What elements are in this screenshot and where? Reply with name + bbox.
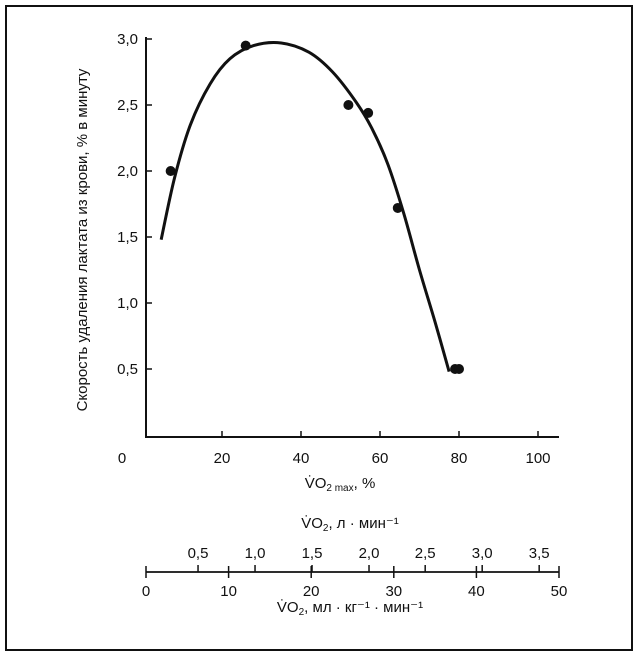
x-tick-label: 0 — [118, 450, 126, 467]
l-min-tick-label: 0,5 — [188, 545, 209, 562]
l-min-tick-label: 3,5 — [529, 545, 550, 562]
y-tick-label: 3,0 — [117, 31, 138, 48]
x-tick-label: 40 — [293, 450, 310, 467]
l-min-tick-label: 1,5 — [302, 545, 323, 562]
x-tick-label: 20 — [214, 450, 231, 467]
ml-kg-min-tick-label: 0 — [142, 583, 150, 600]
l-min-tick-label: 2,0 — [359, 545, 380, 562]
y-axis-label: Скорость удаления лактата из крови, % в … — [74, 68, 91, 411]
y-tick-label: 0,5 — [117, 361, 138, 378]
fit-curve-layer — [159, 41, 451, 373]
ml-kg-min-tick-label: 10 — [220, 583, 237, 600]
secondary-axes: 0 10 20 30 40 50 0,5 1,0 1,5 2,0 2,5 3,0 3,5 — [142, 545, 568, 600]
data-point — [454, 364, 464, 374]
y-tick-label: 1,0 — [117, 295, 138, 312]
data-point — [343, 100, 354, 110]
l-min-tick-label: 3,0 — [472, 545, 493, 562]
data-point — [165, 166, 176, 176]
data-points-layer — [165, 40, 464, 374]
l-min-axis-label: V̇O2, л · мин⁻¹ — [301, 515, 399, 534]
y-tick-label: 1,5 — [117, 229, 138, 246]
data-point — [392, 202, 403, 213]
data-point — [363, 107, 374, 118]
l-min-tick-label: 2,5 — [415, 545, 436, 562]
figure-frame — [5, 5, 633, 651]
ml-kg-min-tick-label: 20 — [303, 583, 320, 600]
x-tick-label: 60 — [372, 450, 389, 467]
ml-kg-min-tick-label: 40 — [468, 583, 485, 600]
l-min-tick-label: 1,0 — [245, 545, 266, 562]
y-tick-label: 2,0 — [117, 163, 138, 180]
ml-kg-min-axis-label: V̇O2, мл · кг⁻¹ · мин⁻¹ — [277, 599, 423, 618]
ml-kg-min-tick-label: 50 — [551, 583, 568, 600]
y-tick-label: 2,5 — [117, 97, 138, 114]
main-axes: 0,5 1,0 1,5 2,0 2,5 3,0 0 20 40 60 80 100 — [117, 31, 559, 467]
x-tick-label: 80 — [451, 450, 468, 467]
x-tick-label: 100 — [525, 450, 550, 467]
data-point — [240, 40, 251, 51]
fit-curve — [159, 41, 451, 373]
x-axis-label: V̇O2 max, % — [305, 475, 376, 494]
ml-kg-min-tick-label: 30 — [385, 583, 402, 600]
